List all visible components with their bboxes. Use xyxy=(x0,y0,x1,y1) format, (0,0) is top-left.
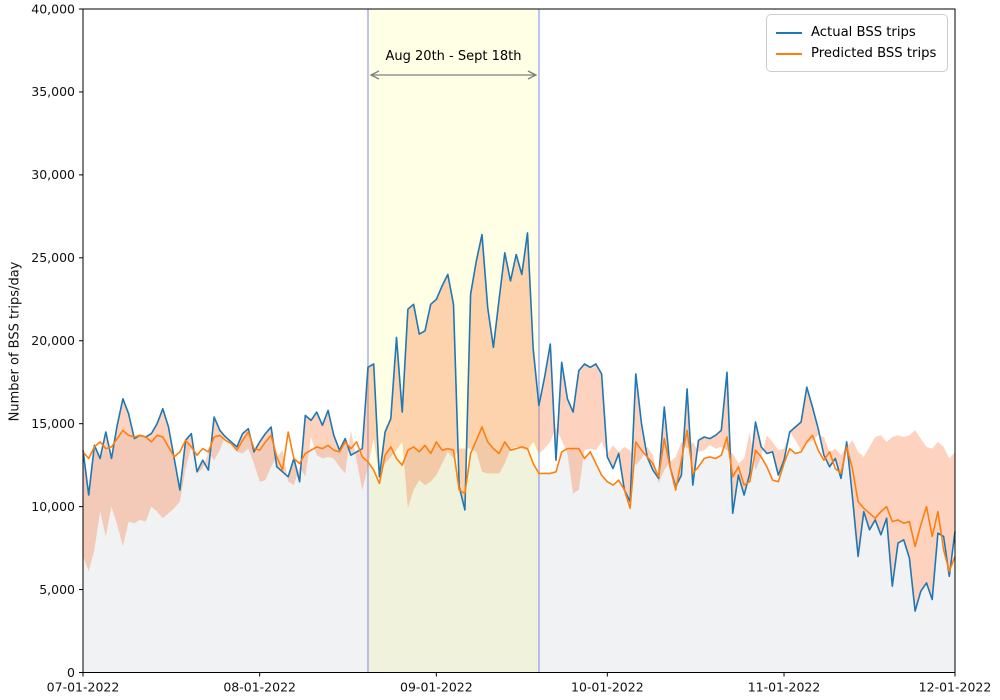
x-tick-label: 07-01-2022 xyxy=(47,680,120,695)
actual-line xyxy=(82,232,956,612)
legend-label-predicted: Predicted BSS trips xyxy=(811,46,937,61)
x-tick-label: 10-01-2022 xyxy=(571,680,644,695)
y-tick-label: 0 xyxy=(67,665,75,680)
y-tick-label: 30,000 xyxy=(31,167,75,182)
legend-item-actual: Actual BSS trips xyxy=(776,22,937,43)
x-tick-label: 11-01-2022 xyxy=(748,680,821,695)
between-series-fill xyxy=(83,232,955,612)
under-curve-fill xyxy=(83,427,955,673)
y-tick-label: 20,000 xyxy=(31,333,75,348)
legend-label-actual: Actual BSS trips xyxy=(811,25,916,40)
actual-line-swatch xyxy=(776,31,802,34)
y-tick-label: 40,000 xyxy=(31,1,75,16)
y-tick-label: 10,000 xyxy=(31,499,75,514)
legend-item-predicted: Predicted BSS trips xyxy=(776,43,937,64)
y-tick-label: 15,000 xyxy=(31,416,75,431)
x-tick-label: 08-01-2022 xyxy=(223,680,296,695)
y-tick-label: 25,000 xyxy=(31,250,75,265)
arrow-head-left xyxy=(369,70,380,80)
y-axis-label: Number of BSS trips/day xyxy=(7,261,23,422)
x-tick-label: 09-01-2022 xyxy=(400,680,473,695)
annotation-label: Aug 20th - Sept 18th xyxy=(385,49,522,64)
arrow-head-right xyxy=(527,70,538,80)
predicted-line xyxy=(82,426,956,573)
predicted-line-swatch xyxy=(776,52,802,55)
x-tick-label: 12-01-2022 xyxy=(919,680,992,695)
legend: Actual BSS trips Predicted BSS trips xyxy=(766,14,948,72)
y-tick-label: 35,000 xyxy=(31,84,75,99)
y-tick-label: 5,000 xyxy=(39,582,75,597)
